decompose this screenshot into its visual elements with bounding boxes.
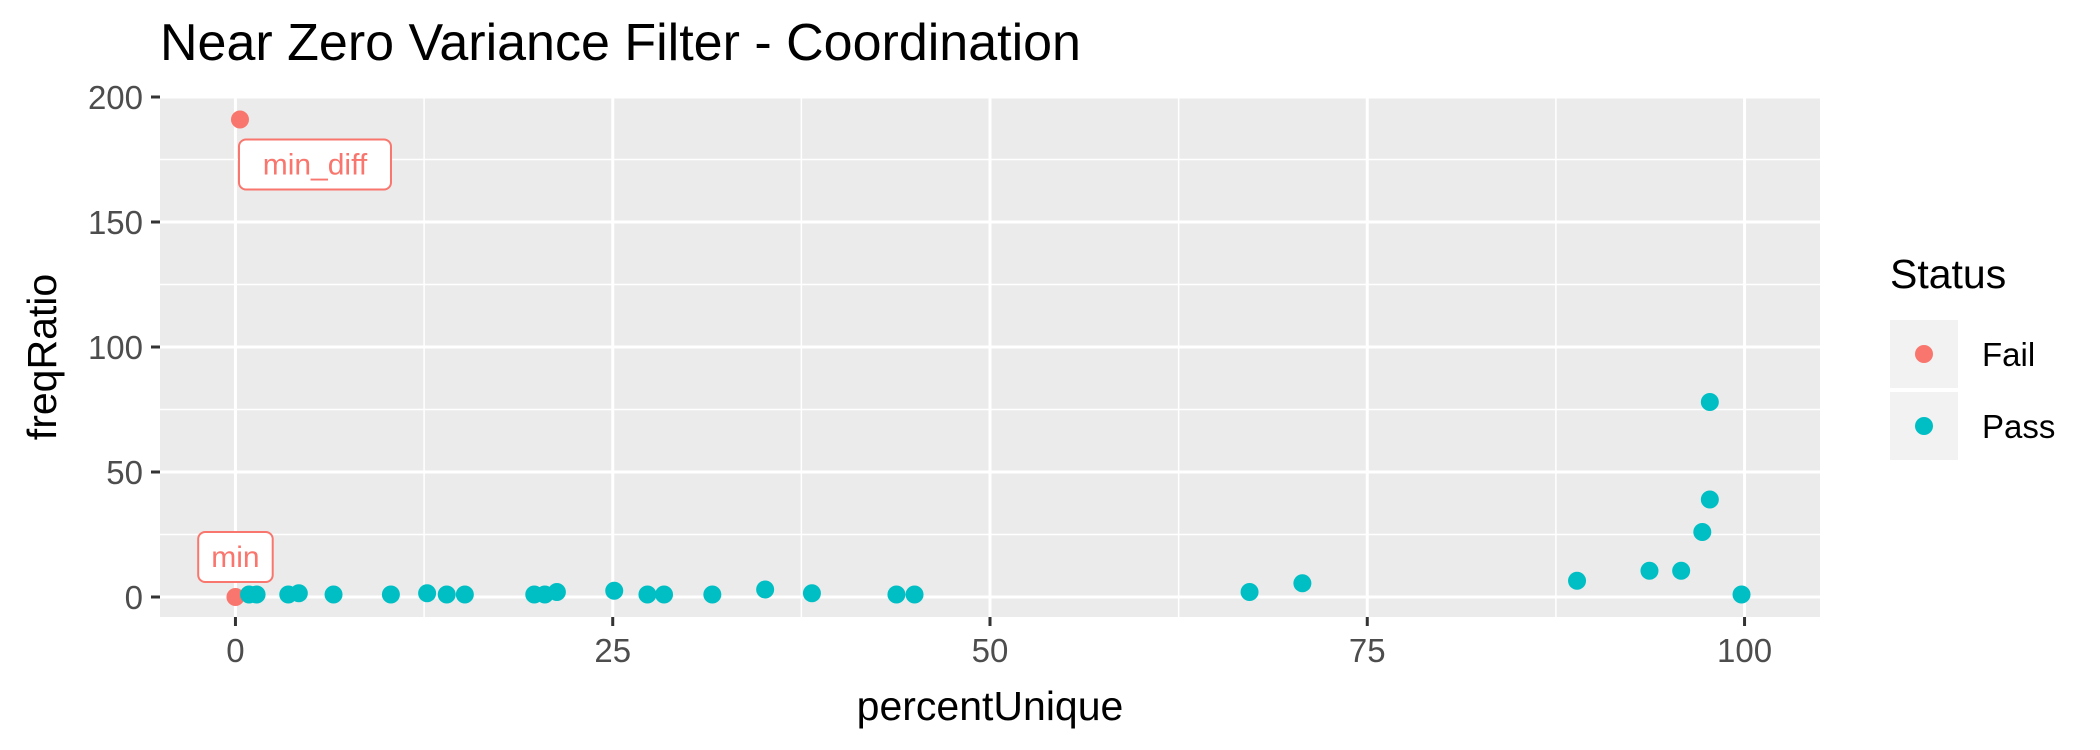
points [226, 110, 1751, 606]
point-pass [756, 580, 775, 599]
legend-item-fail: Fail [1890, 320, 2035, 388]
legend-item-pass: Pass [1890, 392, 2055, 460]
y-tick-label: 0 [125, 579, 143, 616]
point-pass [455, 585, 474, 604]
legend-label: Pass [1982, 408, 2055, 445]
chart-title: Near Zero Variance Filter - Coordination [160, 14, 1081, 72]
x-tick-label: 0 [226, 632, 244, 669]
axes: 0 25 50 75 100 0 50 100 150 200 [88, 79, 1772, 669]
grid-major [160, 95, 1820, 617]
point-pass [638, 585, 657, 604]
point-pass [1568, 571, 1587, 590]
point-pass [289, 584, 308, 603]
point-pass [1700, 490, 1719, 509]
point-pass [247, 585, 266, 604]
x-tick-label: 25 [594, 632, 631, 669]
annotation-text: min_diff [263, 149, 368, 182]
annotation-label: min_diff [237, 138, 392, 191]
point-pass [802, 584, 821, 603]
point-pass [887, 585, 906, 604]
annotation-box [237, 138, 392, 191]
point-pass [547, 583, 566, 601]
legend-label: Fail [1982, 336, 2035, 373]
legend-title: Status [1890, 251, 2006, 297]
point-pass [605, 581, 624, 600]
y-tick-label: 200 [88, 79, 143, 116]
point-pass [905, 585, 924, 604]
y-tick-label: 150 [88, 204, 143, 241]
point-pass [324, 585, 343, 604]
x-tick-label: 75 [1349, 632, 1386, 669]
point-pass [655, 585, 674, 604]
point-pass [1293, 574, 1312, 593]
point-fail [230, 110, 249, 129]
legend-key-dot [1915, 345, 1933, 363]
point-pass [1240, 583, 1259, 601]
y-tick-label: 100 [88, 329, 143, 366]
y-axis-title: freqRatio [19, 274, 65, 440]
point-pass [703, 585, 722, 604]
x-tick-label: 50 [972, 632, 1009, 669]
point-pass [1693, 523, 1712, 541]
point-pass [1700, 393, 1719, 411]
annotation-text: min [211, 541, 259, 574]
annotation-box [197, 531, 274, 583]
x-tick-label: 100 [1717, 632, 1772, 669]
point-pass [381, 585, 400, 604]
x-axis-title: percentUnique [857, 683, 1124, 729]
y-tick-label: 50 [106, 454, 143, 491]
point-pass [437, 585, 456, 604]
point-pass [1672, 561, 1691, 580]
point-pass [1732, 585, 1751, 604]
annotation-label: min [197, 531, 274, 583]
legend: Status Fail Pass [1890, 251, 2055, 460]
point-fail [226, 588, 245, 606]
point-pass [418, 584, 437, 603]
legend-key-dot [1915, 417, 1933, 435]
point-pass [1640, 561, 1659, 580]
